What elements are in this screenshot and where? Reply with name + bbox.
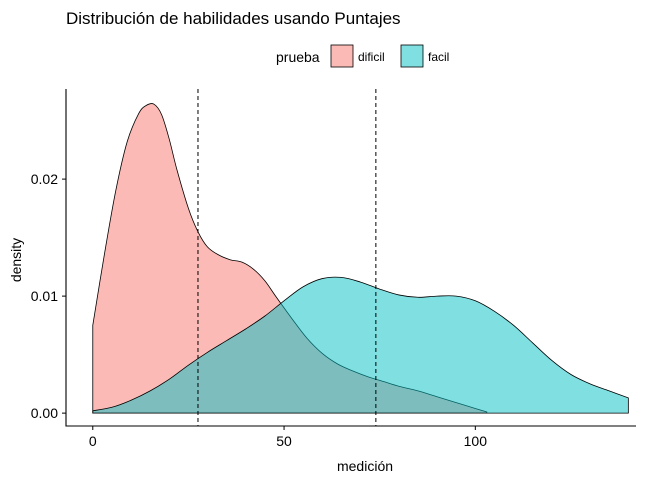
y-axis-label: density [8, 238, 24, 282]
x-tick-label: 50 [276, 433, 292, 449]
legend-label-facil: facil [428, 50, 449, 64]
legend-label-dificil: dificil [358, 50, 385, 64]
chart-title: Distribución de habilidades usando Punta… [66, 9, 401, 28]
legend-key-facil [400, 44, 424, 68]
x-tick-label: 0 [89, 433, 97, 449]
legend-key-dificil [330, 44, 354, 68]
density-area-facil [92, 276, 629, 414]
y-tick-label: 0.01 [31, 288, 58, 304]
legend-item-facil: facil [400, 44, 449, 68]
legend-title: prueba [276, 49, 320, 65]
legend: prueba dificil facil [276, 44, 449, 68]
legend-item-dificil: dificil [330, 44, 385, 68]
x-tick-label: 100 [464, 433, 488, 449]
plot-area [92, 89, 629, 426]
axes: 0 50 100 0.00 0.01 0.02 [31, 89, 636, 449]
y-tick-label: 0.00 [31, 405, 58, 421]
x-axis-label: medición [337, 458, 393, 474]
y-tick-label: 0.02 [31, 171, 58, 187]
